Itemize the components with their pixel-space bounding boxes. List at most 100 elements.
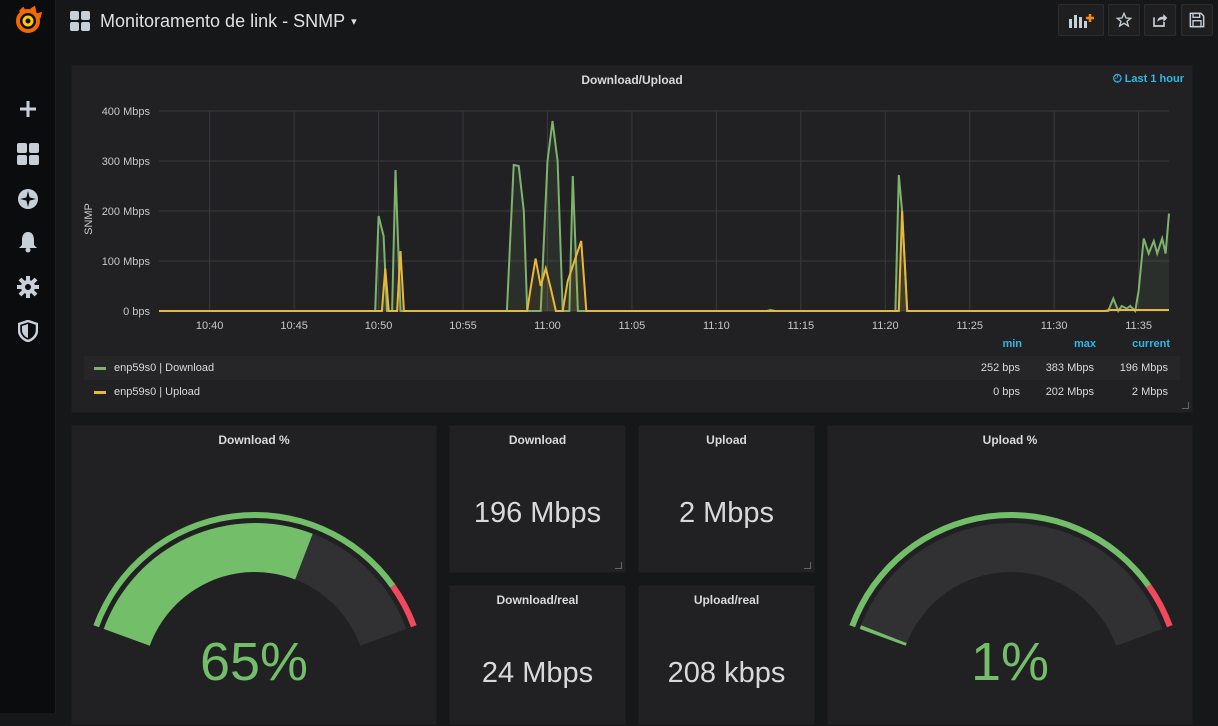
download-stat-panel: Download 196 Mbps [449,425,626,573]
legend-row-download: enp59s0 | Download 252 bps 383 Mbps 196 … [84,356,1180,380]
panel-title[interactable]: Download/Upload [581,73,683,87]
grafana-logo[interactable] [0,2,55,38]
x-tick-label: 11:35 [1125,320,1152,331]
compass-icon [17,189,38,209]
x-tick-label: 11:05 [619,320,646,331]
upload-stat-panel: Upload 2 Mbps [638,425,815,573]
panel-resize-handle[interactable] [1182,402,1189,409]
panel-title[interactable]: Upload % [982,433,1038,447]
dashboards-icon[interactable] [0,136,55,172]
x-tick-label: 11:20 [872,320,899,331]
panel-resize-handle[interactable] [615,562,622,569]
save-dashboard-button[interactable] [1181,4,1213,36]
explore-icon[interactable] [0,181,55,217]
x-tick-label: 11:25 [956,320,983,331]
download-upload-chart[interactable]: 0 bps 100 Mbps 200 Mbps 300 Mbps 400 Mbps 10… [72,66,1194,331]
clock-icon: 🕘︎ [1112,73,1122,85]
alerting-icon[interactable] [0,224,55,260]
upload-percent-gauge [849,511,1173,646]
series-area-0 [159,121,1169,311]
legend-max-value: 383 Mbps [1045,362,1094,374]
star-icon [1116,12,1132,28]
upload-real-stat-panel: Upload/real 208 kbps [638,585,815,725]
stat-value: 208 kbps [667,657,786,689]
gauge-threshold-green [93,511,396,628]
panel-title[interactable]: Download % [218,433,290,447]
legend-header-max[interactable]: max [1073,338,1096,350]
panel-title[interactable]: Download [508,433,567,447]
legend-header-min[interactable]: min [1002,338,1022,350]
save-icon [1189,12,1205,28]
legend-current-value: 196 Mbps [1119,362,1168,374]
series-line-1 [159,210,1169,312]
dashboard-grid-icon [70,11,90,31]
gauge-value: 1% [970,632,1050,692]
add-icon[interactable] [0,91,55,127]
gauge-fill [103,523,313,646]
legend-color-swatch[interactable] [94,391,106,394]
server-admin-icon[interactable] [0,313,55,349]
sidebar [0,0,56,713]
legend-series-name[interactable]: enp59s0 | Download [114,362,215,374]
star-dashboard-button[interactable] [1108,4,1140,36]
legend-color-swatch[interactable] [94,367,106,370]
y-tick-label: 300 Mbps [102,156,151,168]
legend-series-name[interactable]: enp59s0 | Upload [114,386,201,398]
y-tick-label: 100 Mbps [102,256,151,268]
legend-header-current[interactable]: current [1132,338,1170,350]
panel-title[interactable]: Upload [706,433,747,447]
x-tick-label: 11:30 [1041,320,1068,331]
download-percent-gauge [93,511,417,646]
x-tick-label: 11:00 [534,320,561,331]
dashboard-title-text: Monitoramento de link - SNMP [100,11,346,31]
chevron-down-icon: ▾ [351,16,357,28]
gauge-threshold-red [1146,584,1173,628]
gauge-track [859,523,1163,646]
x-tick-label: 11:15 [787,320,814,331]
gauge-threshold-red [390,584,417,628]
stat-value: 24 Mbps [481,657,594,689]
configuration-icon[interactable] [0,269,55,305]
top-navbar: Monitoramento de link - SNMP ▾ [55,0,1218,44]
stat-value: 196 Mbps [473,497,602,529]
legend-max-value: 202 Mbps [1045,386,1094,398]
series-line-0 [159,120,1170,314]
x-tick-label: 10:55 [449,320,477,331]
gauge-value: 65% [199,632,309,692]
y-tick-label: 400 Mbps [102,106,151,118]
gear-icon [16,276,39,298]
panel-title[interactable]: Upload/real [693,593,760,607]
grid-icon [16,143,39,165]
chart-grid [159,110,1169,312]
x-tick-label: 11:10 [703,320,730,331]
add-panel-icon [1069,14,1094,28]
y-tick-label: 0 bps [123,306,150,318]
chart-series [159,120,1170,314]
legend-row-upload: enp59s0 | Upload 0 bps 202 Mbps 2 Mbps [84,380,1180,404]
y-tick-label: 200 Mbps [102,206,151,218]
x-axis-ticks: 10:40 10:45 10:50 10:55 11:00 11:05 11:10 11:15… [196,320,1152,331]
plus-icon [19,101,36,117]
download-real-stat-panel: Download/real 24 Mbps [449,585,626,725]
time-info-text: Last 1 hour [1124,73,1184,85]
share-icon [1153,14,1168,27]
x-tick-label: 10:50 [365,320,393,331]
x-tick-label: 10:40 [196,320,224,331]
legend-min-value: 0 bps [993,386,1020,398]
gauge-fill [859,625,907,646]
panel-title[interactable]: Download/real [496,593,579,607]
upload-percent-panel: Upload % 1% [827,425,1193,725]
panel-resize-handle[interactable] [804,562,811,569]
dashboard-title[interactable]: Monitoramento de link - SNMP ▾ [100,11,357,32]
add-panel-button[interactable] [1058,4,1104,36]
legend-current-value: 2 Mbps [1131,386,1168,398]
shield-icon [17,320,38,342]
gauge-threshold-green [849,511,1152,628]
grafana-logo-icon [15,5,42,33]
graph-panel: Download/Upload 🕘︎ Last 1 hour 0 bps 100 … [71,65,1193,413]
x-tick-label: 10:45 [280,320,308,331]
download-percent-panel: Download % 65% [71,425,437,725]
y-axis-label: SNMP [83,203,95,235]
y-axis-ticks: 0 bps 100 Mbps 200 Mbps 300 Mbps 400 Mbps [102,106,151,318]
share-dashboard-button[interactable] [1144,4,1176,36]
